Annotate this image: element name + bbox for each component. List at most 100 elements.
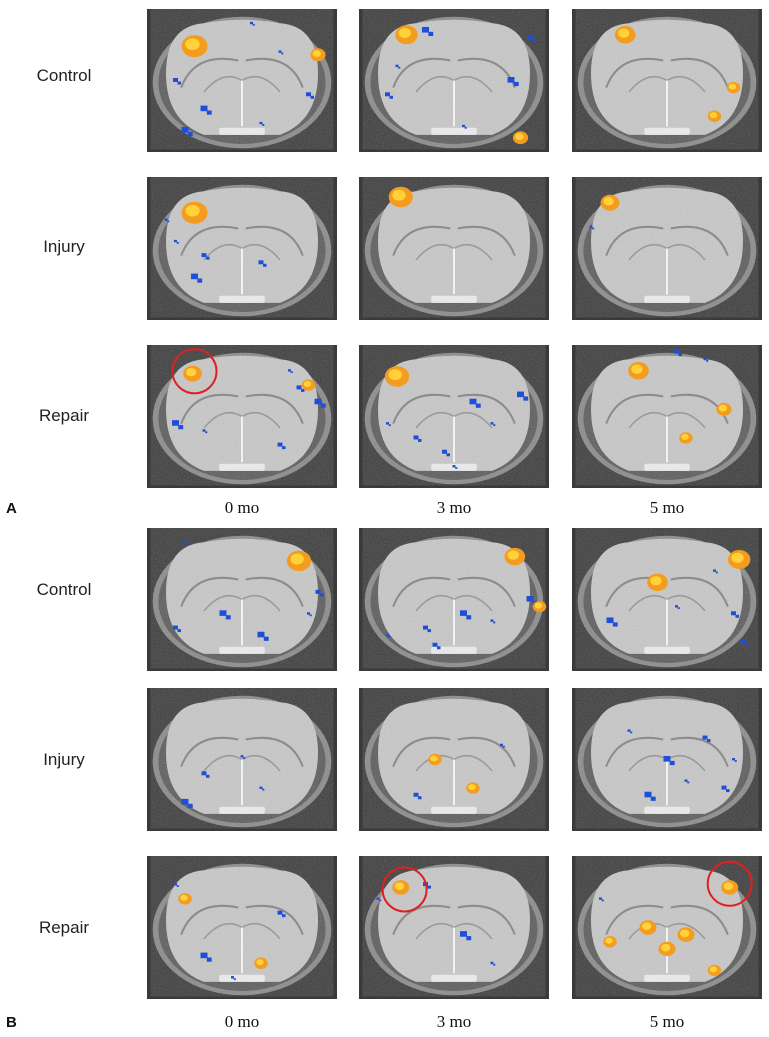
negative-activation-blob bbox=[282, 446, 286, 450]
negative-activation-blob bbox=[259, 786, 263, 789]
negative-activation-blob bbox=[191, 273, 198, 280]
negative-activation-blob bbox=[240, 755, 244, 758]
highlight-circle bbox=[706, 860, 753, 907]
brain-slice-svg bbox=[359, 528, 549, 671]
brain-scan bbox=[147, 688, 337, 831]
negative-activation-blob bbox=[259, 121, 263, 125]
negative-activation-blob bbox=[513, 81, 519, 87]
negative-activation-blob bbox=[173, 625, 178, 630]
negative-activation-blob bbox=[601, 899, 604, 902]
negative-activation-blob bbox=[183, 540, 187, 544]
brain-slice-svg bbox=[572, 688, 762, 831]
brain-slice-svg bbox=[359, 856, 549, 999]
negative-activation-blob bbox=[379, 899, 382, 902]
panel-letter-a: A bbox=[6, 500, 17, 517]
negative-activation-blob bbox=[310, 95, 314, 99]
brain-scan bbox=[359, 528, 549, 671]
brain-scan bbox=[147, 528, 337, 671]
negative-activation-blob bbox=[677, 607, 680, 610]
negative-activation-blob bbox=[731, 611, 736, 616]
negative-activation-blob bbox=[181, 798, 189, 805]
negative-activation-blob bbox=[707, 739, 711, 743]
negative-activation-blob bbox=[200, 952, 208, 959]
negative-activation-blob bbox=[475, 403, 481, 408]
negative-activation-blob bbox=[281, 52, 284, 55]
column-label-0mo: 0 mo bbox=[224, 1012, 260, 1031]
negative-activation-blob bbox=[290, 371, 293, 374]
negative-activation-blob bbox=[176, 241, 179, 244]
negative-activation-blob bbox=[187, 131, 193, 137]
negative-activation-blob bbox=[233, 978, 236, 980]
negative-activation-blob bbox=[314, 398, 322, 405]
negative-activation-blob bbox=[173, 78, 178, 82]
negative-activation-blob bbox=[493, 424, 496, 427]
negative-activation-blob bbox=[490, 619, 494, 622]
brain-scan bbox=[359, 345, 549, 488]
negative-activation-blob bbox=[732, 758, 735, 761]
negative-activation-blob bbox=[418, 438, 422, 442]
brain-slice-svg bbox=[359, 177, 549, 320]
brain-slice-svg bbox=[572, 345, 762, 488]
negative-activation-blob bbox=[172, 420, 179, 426]
negative-activation-blob bbox=[423, 625, 428, 630]
negative-activation-blob bbox=[663, 756, 671, 762]
negative-activation-blob bbox=[446, 453, 450, 457]
negative-activation-blob bbox=[687, 781, 690, 784]
negative-activation-blob bbox=[650, 796, 656, 801]
brain-slice-svg bbox=[147, 856, 337, 999]
brain-slice-svg bbox=[359, 688, 549, 831]
brain-slice-svg bbox=[572, 528, 762, 671]
negative-activation-blob bbox=[507, 77, 515, 83]
negative-activation-blob bbox=[296, 385, 302, 390]
negative-activation-blob bbox=[219, 610, 227, 616]
negative-activation-blob bbox=[250, 21, 253, 25]
negative-activation-blob bbox=[502, 745, 505, 748]
negative-activation-blob bbox=[460, 931, 467, 937]
panel-b: Control Injury Repair B 0 mo 3 mo 5 mo bbox=[0, 518, 769, 1036]
negative-activation-blob bbox=[258, 260, 264, 265]
negative-activation-blob bbox=[721, 785, 727, 790]
negative-activation-blob bbox=[592, 227, 595, 230]
negative-activation-blob bbox=[442, 449, 447, 454]
negative-activation-blob bbox=[186, 542, 189, 545]
negative-activation-blob bbox=[413, 435, 419, 440]
brain-scan bbox=[359, 856, 549, 999]
negative-activation-blob bbox=[726, 789, 730, 793]
negative-activation-blob bbox=[455, 467, 458, 469]
negative-activation-blob bbox=[702, 735, 708, 740]
negative-activation-blob bbox=[627, 729, 631, 732]
negative-activation-blob bbox=[177, 629, 181, 633]
brain-scan bbox=[147, 9, 337, 152]
negative-activation-blob bbox=[388, 635, 391, 638]
panel-a: Control Injury Repair A 0 mo 3 mo 5 mo bbox=[0, 0, 769, 518]
negative-activation-blob bbox=[493, 963, 496, 966]
negative-activation-blob bbox=[669, 760, 675, 766]
negative-activation-blob bbox=[706, 359, 709, 362]
negative-activation-blob bbox=[386, 422, 389, 425]
negative-activation-blob bbox=[197, 278, 203, 283]
brain-slice-svg bbox=[572, 9, 762, 152]
negative-activation-blob bbox=[262, 124, 265, 126]
negative-activation-blob bbox=[174, 883, 177, 886]
negative-activation-blob bbox=[713, 569, 716, 572]
negative-activation-blob bbox=[675, 605, 678, 608]
negative-activation-blob bbox=[462, 124, 465, 128]
negative-activation-blob bbox=[490, 961, 494, 965]
brain-scan bbox=[572, 528, 762, 671]
negative-activation-blob bbox=[469, 398, 477, 405]
negative-activation-blob bbox=[243, 757, 246, 760]
negative-activation-blob bbox=[460, 610, 467, 616]
negative-activation-blob bbox=[178, 425, 184, 430]
brain-scan bbox=[572, 688, 762, 831]
negative-activation-blob bbox=[385, 92, 390, 97]
brain-scan bbox=[359, 688, 549, 831]
negative-activation-blob bbox=[225, 615, 231, 620]
negative-activation-blob bbox=[599, 897, 602, 900]
column-label-0mo: 0 mo bbox=[224, 498, 260, 517]
negative-activation-blob bbox=[500, 743, 503, 747]
negative-activation-blob bbox=[277, 910, 283, 915]
negative-activation-blob bbox=[307, 612, 310, 615]
negative-activation-blob bbox=[206, 774, 210, 778]
negative-activation-blob bbox=[437, 646, 441, 650]
negative-activation-blob bbox=[201, 771, 207, 776]
